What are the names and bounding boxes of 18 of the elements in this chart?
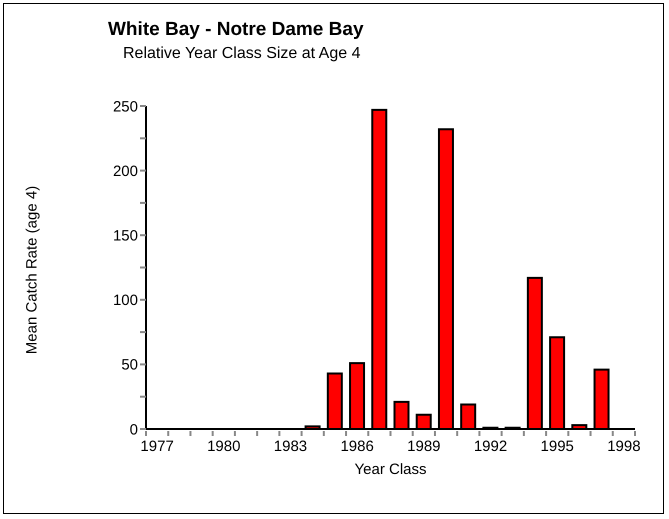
x-tick-label: 1980 [207,438,240,455]
y-tick-label: 200 [112,162,138,180]
chart-title: White Bay - Notre Dame Bay [108,19,364,41]
y-tick-label: 50 [121,356,138,374]
x-tick-label: 1986 [340,438,374,455]
x-tick-label: 1983 [274,438,308,455]
chart-subtitle: Relative Year Class Size at Age 4 [123,45,360,63]
y-tick-label: 0 [130,421,138,438]
x-tick-label: 1998 [607,438,641,455]
x-tick-label: 1995 [540,438,574,455]
x-tick-label: 1977 [140,438,174,455]
y-axis-title: Mean Catch Rate (age 4) [24,186,40,354]
x-axis-title: Year Class [354,461,426,478]
y-tick-label: 250 [112,98,138,116]
y-tick-label: 150 [112,228,138,245]
x-tick-label: 1989 [407,438,441,455]
x-tick-label: 1992 [474,438,508,455]
y-tick-label: 100 [112,292,138,310]
